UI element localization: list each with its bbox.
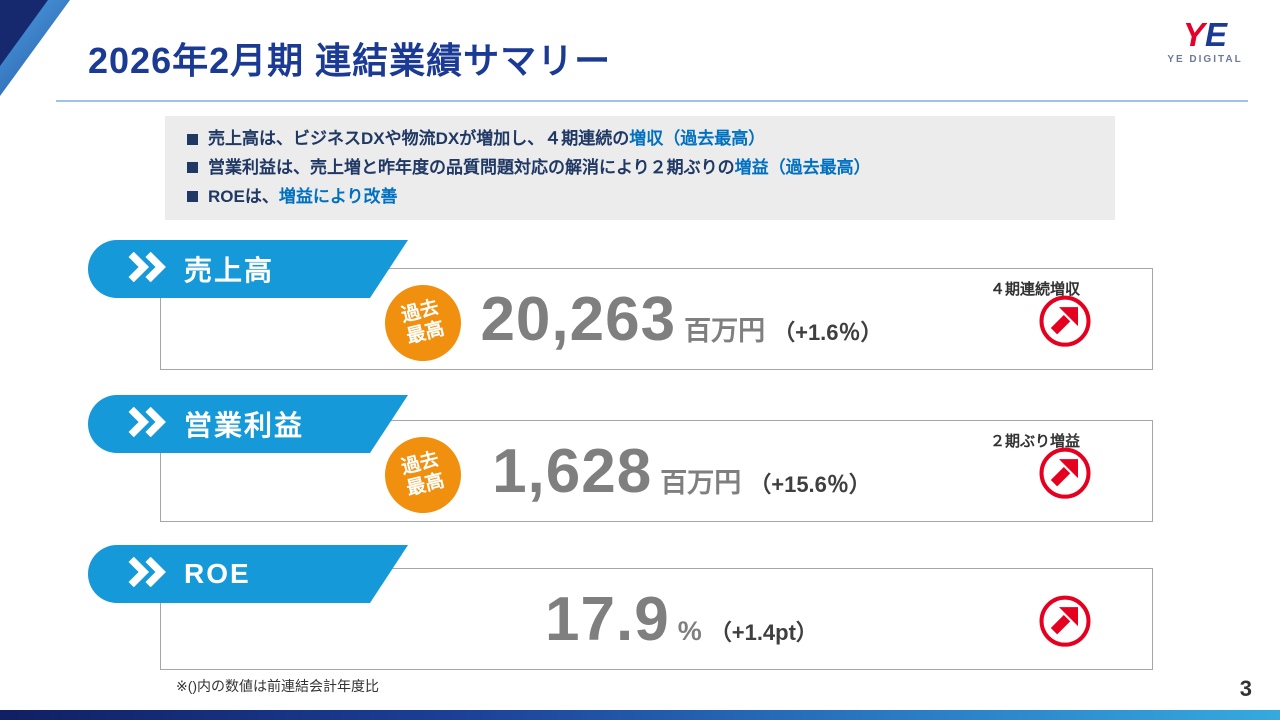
highlight-item: 売上高は、ビジネスDXや物流DXが増加し、４期連続の 増収（過去最高） [187, 129, 1093, 149]
metric-value-row: 1,628 百万円 （+15.6％） [341, 421, 1022, 521]
title-underline [56, 100, 1248, 102]
highlights-box: 売上高は、ビジネスDXや物流DXが増加し、４期連続の 増収（過去最高） 営業利益は… [165, 116, 1115, 220]
footnote: ※()内の数値は前連結会計年度比 [176, 678, 380, 694]
highlight-item: 営業利益は、売上増と昨年度の品質問題対応の解消により２期ぶりの 増益（過去最高） [187, 158, 1093, 178]
bullet-square-icon [187, 191, 198, 203]
chevron-double-icon [128, 556, 166, 592]
company-logo: YE YE DIGITAL [1160, 18, 1250, 65]
logo-caption: YE DIGITAL [1167, 54, 1243, 65]
page-number: 3 [1239, 676, 1252, 701]
metric-value: 17.9 [545, 584, 670, 654]
metric-value-row: 20,263 百万円 （+1.6％） [341, 269, 1022, 369]
metric-label: 営業利益 [184, 410, 305, 441]
logo-mark-e: E [1205, 16, 1228, 53]
up-arrow-icon [1038, 294, 1092, 348]
highlight-emphasis: 増益により改善 [278, 186, 398, 206]
metric-banner-roe: ROE [88, 545, 408, 603]
bullet-square-icon [187, 162, 198, 174]
metric-value-row: 17.9 % （+1.4pt） [341, 569, 1022, 669]
metric-unit: 百万円 [684, 315, 766, 346]
metric-value: 1,628 [492, 436, 653, 506]
highlight-text: 営業利益は、売上増と昨年度の品質問題対応の解消により２期ぶりの [208, 157, 735, 177]
highlight-item: ROEは、 増益により改善 [187, 187, 1093, 207]
highlight-text: ROEは、 [208, 186, 279, 206]
metric-unit: % [677, 615, 702, 646]
metric-value-group: 1,628 百万円 （+15.6％） [492, 436, 871, 507]
page-title: 2026年2月期 連結業績サマリー [88, 40, 612, 81]
metric-change: （+15.6％） [749, 471, 871, 497]
logo-mark-y: Y [1182, 16, 1205, 53]
metric-value-group: 17.9 % （+1.4pt） [545, 584, 818, 655]
bullet-square-icon [187, 133, 198, 145]
highlight-emphasis: 増益（過去最高） [734, 157, 871, 177]
chevron-double-icon [128, 251, 166, 287]
metric-banner-operating-profit: 営業利益 [88, 395, 408, 453]
metric-banner-sales: 売上高 [88, 240, 408, 298]
logo-mark-icon: YE [1160, 18, 1250, 51]
metric-label: ROE [184, 558, 251, 589]
highlight-emphasis: 増収（過去最高） [629, 129, 766, 148]
chevron-double-icon [128, 406, 166, 442]
metric-note: ２期ぶり増益 [989, 433, 1080, 450]
metric-note: ４期連続増収 [989, 281, 1080, 298]
metric-unit: 百万円 [660, 467, 742, 498]
up-arrow-icon [1038, 446, 1092, 500]
metric-value: 20,263 [480, 284, 677, 354]
metric-change: （+1.6％） [773, 319, 883, 345]
highlight-text: 売上高は、ビジネスDXや物流DXが増加し、４期連続の [208, 129, 630, 148]
metric-change: （+1.4pt） [709, 619, 818, 645]
up-arrow-icon [1038, 594, 1092, 648]
bottom-accent-bar [0, 710, 1280, 720]
metric-label: 売上高 [184, 255, 275, 286]
metric-value-group: 20,263 百万円 （+1.6％） [480, 284, 882, 355]
